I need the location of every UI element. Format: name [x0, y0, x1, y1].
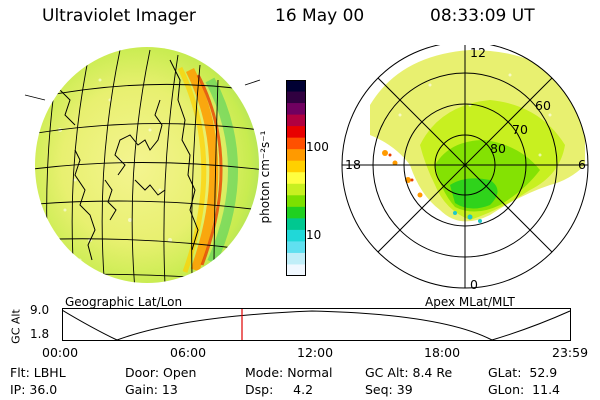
time-tick-0000: 00:00 [42, 345, 79, 360]
mlt-label-18: 18 [345, 157, 361, 172]
info-ip: IP: 36.0 [10, 382, 58, 397]
colorbar-swatch [286, 160, 306, 173]
time-tick-2359: 23:59 [552, 345, 589, 360]
colorbar-swatch [286, 91, 306, 104]
colorbar-swatch [286, 172, 306, 185]
colorbar-swatch [286, 114, 306, 127]
color-bar [286, 80, 306, 276]
info-gc-alt: GC Alt: 8.4 Re [365, 365, 453, 380]
mlt-label-12: 12 [470, 45, 486, 60]
mlt-label-6: 6 [578, 157, 586, 172]
colorbar-swatch [286, 137, 306, 150]
left-panel-label: Geographic Lat/Lon [65, 295, 183, 309]
time-label: 08:33:09 UT [430, 6, 535, 26]
info-filter: Flt: LBHL [10, 365, 66, 380]
altitude-axis-label: GC Alt [9, 309, 23, 344]
colorbar-swatch [286, 264, 306, 276]
lat-label-60: 60 [535, 98, 551, 113]
info-mode: Mode: Normal [245, 365, 333, 380]
altitude-tick-low: 1.8 [30, 327, 50, 341]
colorbar-swatch [286, 218, 306, 231]
colorbar-tick-100: 100 [306, 140, 329, 154]
colorbar-tick-10: 10 [306, 228, 322, 242]
colorbar-swatch [286, 195, 306, 208]
colorbar-swatch [286, 103, 306, 116]
colorbar-swatch [286, 183, 306, 196]
polar-plot [341, 45, 589, 289]
colorbar-swatch [286, 229, 306, 242]
lat-label-80: 80 [490, 141, 506, 156]
colorbar-swatch [286, 149, 306, 162]
instrument-title: Ultraviolet Imager [42, 6, 196, 26]
colorbar-swatch [286, 80, 306, 93]
colorbar-swatch [286, 252, 306, 265]
date-label: 16 May 00 [275, 6, 365, 26]
time-tick-1200: 12:00 [297, 345, 334, 360]
mlt-label-0: 0 [470, 277, 478, 292]
colorbar-swatch [286, 206, 306, 219]
colorbar-unit-label: photon cm⁻²s⁻¹ [258, 130, 272, 224]
colorbar-swatch [286, 241, 306, 254]
time-tick-1800: 18:00 [424, 345, 461, 360]
info-gain: Gain: 13 [125, 382, 178, 397]
lat-label-70: 70 [512, 122, 528, 137]
info-dsp: Dsp: 4.2 [245, 382, 314, 397]
altitude-tick-high: 9.0 [30, 303, 50, 317]
colorbar-swatch [286, 126, 306, 139]
info-glat: GLat: 52.9 [488, 365, 558, 380]
time-tick-0600: 06:00 [170, 345, 207, 360]
info-seq: Seq: 39 [365, 382, 413, 397]
info-glon: GLon: 11.4 [488, 382, 560, 397]
right-panel-label: Apex MLat/MLT [425, 295, 515, 309]
geographic-image [24, 47, 261, 283]
info-door: Door: Open [125, 365, 197, 380]
altitude-plot [62, 308, 571, 341]
